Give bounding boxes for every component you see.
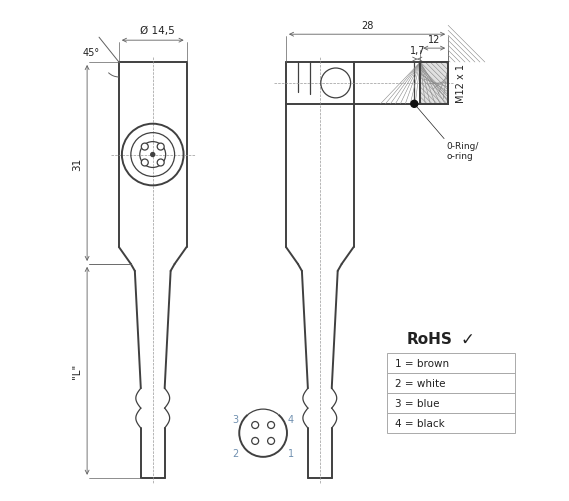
Text: 45°: 45° (83, 48, 100, 58)
Text: 4: 4 (288, 414, 294, 424)
Circle shape (141, 144, 149, 151)
Circle shape (157, 160, 164, 167)
Text: 28: 28 (361, 21, 373, 31)
Circle shape (141, 160, 149, 167)
Text: 1,7: 1,7 (410, 46, 425, 56)
Bar (420, 63, 448, 105)
Bar (387, 393, 515, 413)
Circle shape (157, 144, 164, 151)
Text: 2 = white: 2 = white (395, 378, 446, 388)
Text: M12 x 1: M12 x 1 (456, 64, 466, 103)
Text: 1 = brown: 1 = brown (395, 359, 450, 369)
Text: 3 = blue: 3 = blue (395, 398, 440, 408)
Bar (387, 374, 515, 393)
Text: ✓: ✓ (460, 330, 474, 348)
Text: 1: 1 (288, 448, 294, 458)
Text: 0-Ring/
o-ring: 0-Ring/ o-ring (446, 141, 479, 161)
Circle shape (411, 101, 418, 108)
Bar (387, 413, 515, 433)
Text: RoHS: RoHS (406, 331, 452, 346)
Text: 31: 31 (72, 157, 82, 170)
Bar (420, 63, 448, 105)
Text: 12: 12 (428, 35, 440, 45)
Text: Ø 14,5: Ø 14,5 (141, 26, 175, 36)
Text: 4 = black: 4 = black (395, 418, 445, 428)
Text: 2: 2 (232, 448, 238, 458)
Text: 3: 3 (232, 414, 238, 424)
Circle shape (151, 153, 155, 157)
Text: "L": "L" (72, 364, 82, 379)
Bar (387, 354, 515, 374)
